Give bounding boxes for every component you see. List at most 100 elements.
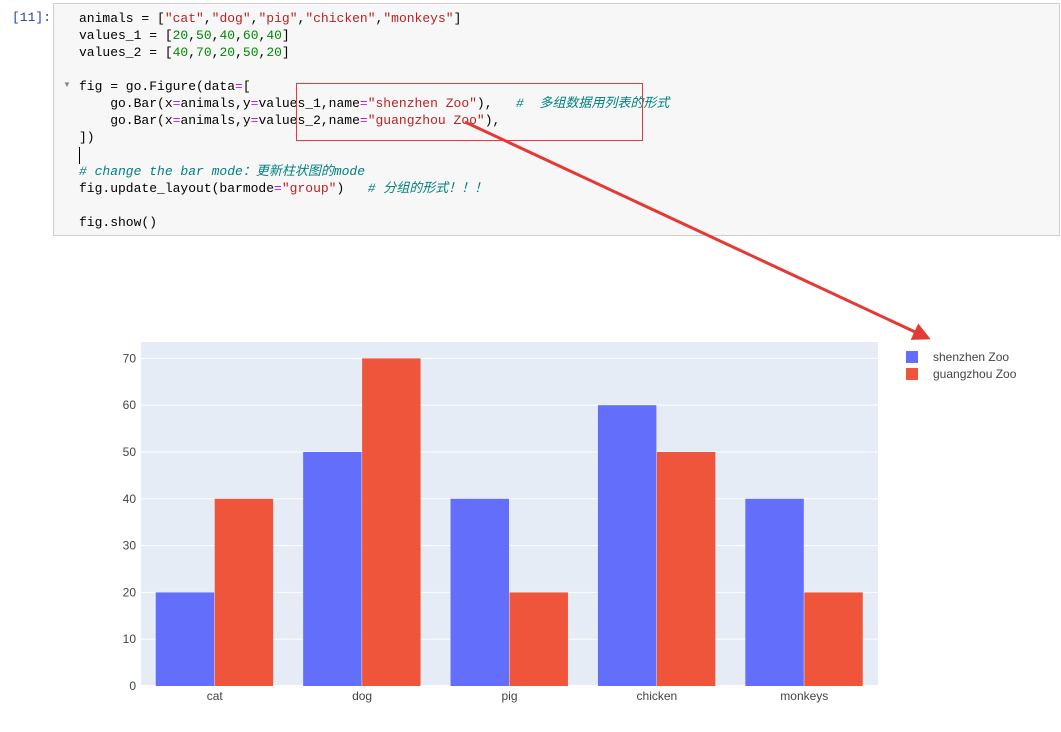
code-token: 70 [196, 45, 212, 60]
code-token: values_2,name [258, 113, 360, 128]
code-token: , [188, 28, 197, 43]
legend-swatch [906, 367, 918, 380]
code-token: = [359, 113, 368, 128]
bar-chicken-0 [597, 405, 657, 686]
code-token: "chicken" [305, 11, 376, 26]
bar-cat-1 [214, 498, 274, 686]
y-tick-label: 10 [123, 632, 137, 646]
code-token: 50 [196, 28, 212, 43]
code-token: "dog" [211, 11, 251, 26]
x-tick-label: monkeys [780, 689, 828, 703]
y-tick-label: 0 [129, 679, 136, 693]
code-token: "group" [281, 181, 337, 196]
code-token: "shenzhen Zoo" [367, 96, 477, 111]
legend-swatch [906, 350, 918, 363]
code-token: animals,y [180, 96, 251, 111]
bar-dog-1 [362, 358, 421, 686]
code-token: , [203, 11, 212, 26]
code-token: fig = go.Figure(data [79, 79, 236, 94]
code-line: go.Bar(x=animals,y=values_1,name="shenzh… [79, 95, 669, 112]
code-token: , [375, 11, 384, 26]
code-line: values_1 = [20,50,40,60,40] [79, 27, 669, 44]
code-token: 60 [242, 28, 259, 43]
legend-item-guangzhou[interactable]: guangzhou Zoo [906, 365, 1016, 382]
code-token: "cat" [164, 11, 204, 26]
bar-monkeys-0 [745, 498, 804, 686]
code-token: go.Bar(x [79, 96, 173, 111]
code-token: values_1 = [ [79, 28, 173, 43]
code-token: values_2 = [ [79, 45, 173, 60]
cell-prompt: [11]: [12, 10, 52, 25]
bar-pig-0 [450, 498, 509, 686]
y-tick-label: 40 [123, 492, 137, 506]
code-line: # change the bar mode：更新柱状图的mode [79, 163, 669, 180]
code-line: fig.update_layout(barmode="group") # 分组的… [79, 180, 669, 197]
fold-arrow-icon[interactable]: ▼ [63, 80, 71, 89]
code-token: # 多组数据用列表的形式 [515, 96, 670, 111]
code-token: = [235, 79, 243, 94]
y-tick-label: 30 [123, 539, 137, 553]
code-line: fig = go.Figure(data=[ [79, 78, 669, 95]
text-cursor [79, 147, 80, 164]
code-token: = [274, 181, 282, 196]
legend-label: shenzhen Zoo [933, 349, 1010, 364]
code-token: [ [242, 79, 251, 94]
code-token: ), [476, 96, 516, 111]
code-token: ) [336, 181, 368, 196]
code-token: , [235, 28, 243, 43]
code-token: fig.show() [79, 215, 158, 230]
code-token: ]) [79, 130, 95, 145]
bar-cat-0 [155, 592, 215, 686]
legend-item-shenzhen[interactable]: shenzhen Zoo [906, 348, 1016, 365]
code-token: 40 [172, 45, 189, 60]
y-tick-label: 20 [123, 585, 137, 599]
code-token: , [211, 45, 220, 60]
code-token: ] [453, 11, 462, 26]
code-token: , [250, 11, 259, 26]
y-tick-label: 70 [123, 351, 137, 365]
code-token: = [359, 96, 368, 111]
code-token: animals = [ [79, 11, 165, 26]
code-token: values_1,name [258, 96, 360, 111]
code-token: ] [281, 45, 290, 60]
x-tick-label: cat [207, 689, 224, 703]
code-line: animals = ["cat","dog","pig","chicken","… [79, 10, 669, 27]
bar-chicken-1 [656, 451, 716, 686]
code-token: = [172, 96, 181, 111]
code-token: animals,y [180, 113, 251, 128]
code-line: ]) [79, 129, 669, 146]
code-token: 40 [266, 28, 282, 43]
legend-label: guangzhou Zoo [933, 366, 1017, 381]
code-token: 20 [266, 45, 282, 60]
code-token: go.Bar(x [79, 113, 173, 128]
code-token: , [258, 45, 267, 60]
code-token: # 分组的形式！！！ [367, 181, 488, 196]
code-token: = [250, 113, 259, 128]
bar-monkeys-1 [804, 592, 863, 686]
code-token: , [211, 28, 220, 43]
code-token: , [297, 11, 306, 26]
code-token: "pig" [258, 11, 298, 26]
code-token: = [250, 96, 259, 111]
code-token: , [235, 45, 243, 60]
chart-legend: shenzhen Zoo guangzhou Zoo [906, 348, 1016, 382]
code-token: 20 [219, 45, 236, 60]
x-tick-label: chicken [637, 689, 678, 703]
code-token: , [188, 45, 197, 60]
code-token: 20 [172, 28, 189, 43]
y-tick-label: 60 [123, 398, 137, 412]
x-tick-label: dog [352, 689, 372, 703]
code-token: fig.update_layout(barmode [79, 181, 275, 196]
bar-dog-0 [303, 451, 362, 686]
code-line: go.Bar(x=animals,y=values_2,name="guangz… [79, 112, 669, 129]
code-token: 50 [242, 45, 259, 60]
code-token: 40 [219, 28, 236, 43]
code-editor[interactable]: animals = ["cat","dog","pig","chicken","… [79, 10, 669, 231]
code-token: = [172, 113, 181, 128]
code-token: ] [281, 28, 290, 43]
code-token: , [258, 28, 267, 43]
code-token: # change the bar mode：更新柱状图的mode [79, 164, 366, 179]
code-token: "monkeys" [383, 11, 454, 26]
code-line: fig.show() [79, 214, 669, 231]
